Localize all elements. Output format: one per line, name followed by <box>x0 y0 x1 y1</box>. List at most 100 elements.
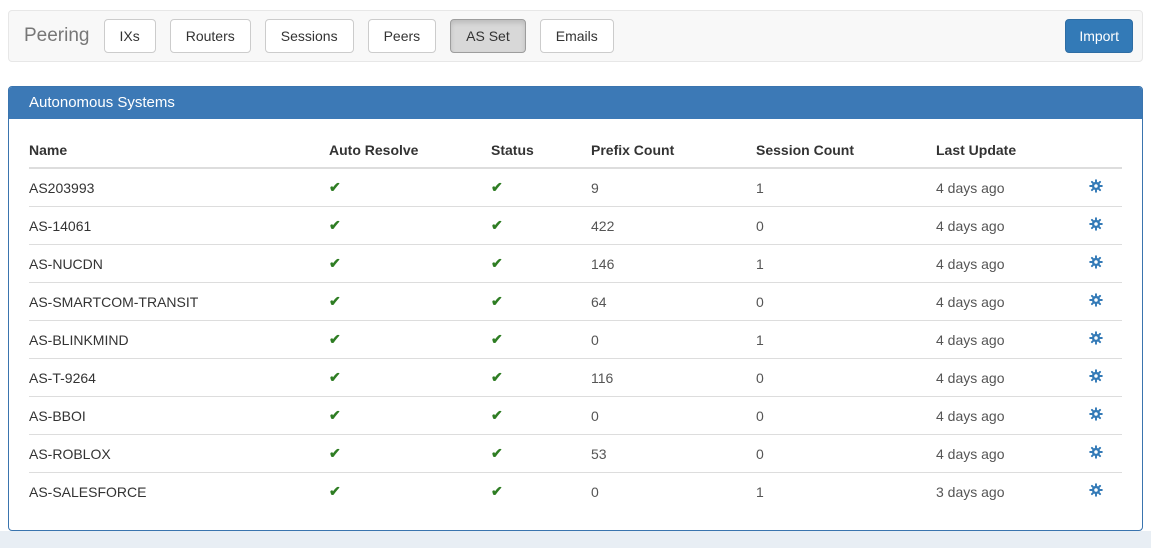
gear-icon <box>1089 255 1103 269</box>
actions-cell <box>1089 206 1122 245</box>
actions-cell <box>1089 358 1122 397</box>
table-row: AS-SALESFORCE ✔ ✔ 0 1 3 days ago <box>29 472 1122 510</box>
tab-as-set[interactable]: AS Set <box>450 19 526 53</box>
gear-icon <box>1089 217 1103 231</box>
check-icon: ✔ <box>491 331 503 347</box>
page-background-strip <box>0 531 1151 548</box>
check-icon: ✔ <box>329 407 341 423</box>
auto-resolve-cell: ✔ <box>329 320 491 359</box>
import-button[interactable]: Import <box>1065 19 1133 53</box>
check-icon: ✔ <box>329 445 341 461</box>
table-row: AS-14061 ✔ ✔ 422 0 4 days ago <box>29 206 1122 245</box>
prefix-count: 9 <box>591 167 756 207</box>
settings-button[interactable] <box>1089 255 1103 269</box>
settings-button[interactable] <box>1089 369 1103 383</box>
as-name: AS-BBOI <box>29 396 329 435</box>
check-icon: ✔ <box>329 217 341 233</box>
last-update: 3 days ago <box>936 472 1089 510</box>
as-name: AS-ROBLOX <box>29 434 329 473</box>
check-icon: ✔ <box>491 255 503 271</box>
session-count: 1 <box>756 472 936 510</box>
app-brand: Peering <box>24 25 90 46</box>
session-count: 0 <box>756 434 936 473</box>
check-icon: ✔ <box>491 217 503 233</box>
as-table: Name Auto Resolve Status Prefix Count Sessio… <box>29 132 1122 510</box>
status-cell: ✔ <box>491 282 591 321</box>
as-name: AS203993 <box>29 167 329 207</box>
settings-button[interactable] <box>1089 217 1103 231</box>
auto-resolve-cell: ✔ <box>329 206 491 245</box>
settings-button[interactable] <box>1089 445 1103 459</box>
table-row: AS-T-9264 ✔ ✔ 116 0 4 days ago <box>29 358 1122 397</box>
last-update: 4 days ago <box>936 206 1089 245</box>
gear-icon <box>1089 445 1103 459</box>
status-cell: ✔ <box>491 396 591 435</box>
column-header: Last Update <box>936 132 1089 169</box>
settings-button[interactable] <box>1089 407 1103 421</box>
as-name: AS-SMARTCOM-TRANSIT <box>29 282 329 321</box>
nav-tabs: IXs Routers Sessions Peers AS Set Emails <box>103 19 614 53</box>
last-update: 4 days ago <box>936 282 1089 321</box>
actions-cell <box>1089 434 1122 473</box>
session-count: 1 <box>756 244 936 283</box>
auto-resolve-cell: ✔ <box>329 472 491 510</box>
actions-cell <box>1089 244 1122 283</box>
prefix-count: 116 <box>591 358 756 397</box>
settings-button[interactable] <box>1089 179 1103 193</box>
status-cell: ✔ <box>491 167 591 207</box>
table-row: AS-NUCDN ✔ ✔ 146 1 4 days ago <box>29 244 1122 283</box>
settings-button[interactable] <box>1089 293 1103 307</box>
last-update: 4 days ago <box>936 358 1089 397</box>
check-icon: ✔ <box>491 445 503 461</box>
auto-resolve-cell: ✔ <box>329 167 491 207</box>
last-update: 4 days ago <box>936 320 1089 359</box>
tab-emails[interactable]: Emails <box>539 19 614 53</box>
table-body: AS203993 ✔ ✔ 9 1 4 days ago AS-14061 ✔ ✔ 422 0 4 da… <box>29 167 1122 510</box>
gear-icon <box>1089 179 1103 193</box>
last-update: 4 days ago <box>936 434 1089 473</box>
check-icon: ✔ <box>329 293 341 309</box>
check-icon: ✔ <box>491 369 503 385</box>
column-header: Status <box>491 132 591 169</box>
column-header: Session Count <box>756 132 936 169</box>
status-cell: ✔ <box>491 206 591 245</box>
prefix-count: 64 <box>591 282 756 321</box>
as-name: AS-NUCDN <box>29 244 329 283</box>
settings-button[interactable] <box>1089 483 1103 497</box>
as-name: AS-T-9264 <box>29 358 329 397</box>
panel-body: Name Auto Resolve Status Prefix Count Sessio… <box>9 119 1142 510</box>
auto-resolve-cell: ✔ <box>329 358 491 397</box>
tab-routers[interactable]: Routers <box>169 19 251 53</box>
session-count: 0 <box>756 282 936 321</box>
column-header <box>1089 132 1122 169</box>
gear-icon <box>1089 293 1103 307</box>
tab-sessions[interactable]: Sessions <box>264 19 354 53</box>
table-header-row: Name Auto Resolve Status Prefix Count Sessio… <box>29 132 1122 169</box>
table-row: AS-ROBLOX ✔ ✔ 53 0 4 days ago <box>29 434 1122 473</box>
check-icon: ✔ <box>329 331 341 347</box>
autonomous-systems-panel: Autonomous Systems Name Auto Resolve Statu… <box>8 86 1143 531</box>
tab-ixs[interactable]: IXs <box>103 19 156 53</box>
gear-icon <box>1089 483 1103 497</box>
table-row: AS-SMARTCOM-TRANSIT ✔ ✔ 64 0 4 days ago <box>29 282 1122 321</box>
auto-resolve-cell: ✔ <box>329 396 491 435</box>
check-icon: ✔ <box>329 369 341 385</box>
session-count: 0 <box>756 206 936 245</box>
session-count: 1 <box>756 320 936 359</box>
tab-peers[interactable]: Peers <box>367 19 437 53</box>
top-navbar: Peering IXs Routers Sessions Peers AS Set Ema… <box>8 10 1143 62</box>
panel-title: Autonomous Systems <box>9 87 1142 119</box>
prefix-count: 0 <box>591 396 756 435</box>
settings-button[interactable] <box>1089 331 1103 345</box>
status-cell: ✔ <box>491 320 591 359</box>
last-update: 4 days ago <box>936 167 1089 207</box>
table-row: AS-BBOI ✔ ✔ 0 0 4 days ago <box>29 396 1122 435</box>
check-icon: ✔ <box>329 483 341 499</box>
column-header: Prefix Count <box>591 132 756 169</box>
status-cell: ✔ <box>491 434 591 473</box>
table-row: AS-BLINKMIND ✔ ✔ 0 1 4 days ago <box>29 320 1122 359</box>
column-header: Auto Resolve <box>329 132 491 169</box>
session-count: 0 <box>756 358 936 397</box>
actions-cell <box>1089 167 1122 207</box>
check-icon: ✔ <box>491 483 503 499</box>
